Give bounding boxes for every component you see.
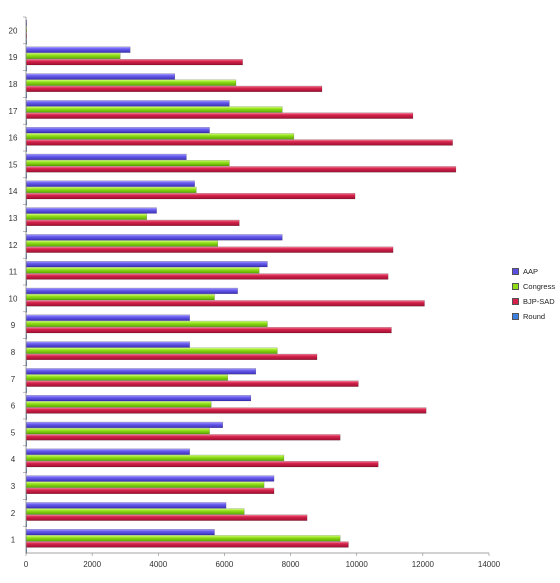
bar-congress-round-18: [25, 79, 237, 86]
bar-congress-round-17: [25, 106, 283, 113]
legend-item-round: Round: [512, 309, 560, 324]
bar-aap-round-3: [25, 475, 275, 482]
bar-congress-round-11: [25, 267, 260, 274]
legend-swatch: [512, 298, 519, 305]
legend-swatch: [512, 283, 519, 290]
bar-bjp-sad-round-4: [25, 461, 379, 468]
y-tick-label: 12: [9, 241, 18, 250]
y-tick-label: 18: [9, 80, 18, 89]
legend-item-congress: Congress: [512, 279, 560, 294]
y-tick-label: 17: [9, 107, 18, 116]
legend-label: AAP: [523, 267, 539, 276]
bar-aap-round-15: [25, 153, 187, 161]
bar-bjp-sad-round-18: [25, 85, 323, 93]
x-tick-label: 4000: [149, 560, 167, 569]
x-tick-label: 14000: [478, 560, 501, 569]
bar-aap-round-10: [25, 287, 238, 295]
bar-bjp-sad-round-7: [25, 380, 359, 387]
bar-aap-round-13: [25, 207, 157, 214]
bar-congress-round-10: [25, 294, 215, 301]
bar-aap-round-19: [25, 46, 131, 53]
bar-congress-round-15: [25, 159, 230, 167]
legend-item-aap: AAP: [512, 264, 560, 279]
bar-bjp-sad-round-13: [25, 219, 240, 227]
bar-aap-round-14: [25, 180, 195, 187]
bar-aap-round-2: [25, 502, 227, 509]
bar-aap-round-12: [25, 234, 283, 241]
bar-congress-round-2: [25, 508, 245, 515]
bar-bjp-sad-round-8: [25, 353, 318, 361]
y-tick-label: 7: [11, 375, 16, 384]
bar-aap-round-1: [25, 529, 215, 536]
bar-bjp-sad-round-10: [25, 300, 425, 307]
bar-congress-round-19: [25, 52, 121, 60]
x-tick-label: 8000: [282, 560, 300, 569]
bar-congress-round-3: [25, 481, 265, 488]
bar-congress-round-1: [25, 535, 341, 542]
legend-swatch: [512, 268, 519, 275]
bar-aap-round-18: [25, 73, 176, 80]
y-tick-label: 8: [11, 348, 16, 357]
bar-aap-round-7: [25, 368, 257, 375]
bar-bjp-sad-round-15: [25, 166, 457, 173]
bar-aap-round-4: [25, 448, 190, 455]
bar-bjp-sad-round-2: [25, 514, 308, 521]
bar-congress-round-7: [25, 374, 228, 381]
bar-congress-round-4: [25, 454, 285, 462]
bar-bjp-sad-round-14: [25, 192, 356, 200]
y-tick-label: 2: [11, 509, 16, 518]
bar-bjp-sad-round-11: [25, 273, 389, 280]
bar-bjp-sad-round-6: [25, 407, 427, 414]
bar-congress-round-6: [25, 401, 212, 408]
bar-congress-round-12: [25, 240, 219, 247]
bar-bjp-sad-round-3: [25, 487, 275, 495]
legend: AAP Congress BJP-SAD Round: [512, 264, 560, 324]
x-tick-label: 6000: [216, 560, 234, 569]
bar-bjp-sad-round-16: [25, 139, 453, 146]
x-tick-label: 2000: [83, 560, 101, 569]
legend-label: Round: [523, 312, 546, 321]
y-tick-label: 9: [11, 321, 16, 330]
y-tick-label: 19: [9, 53, 18, 62]
y-tick-label: 15: [9, 160, 18, 169]
y-tick-label: 16: [9, 134, 18, 143]
bar-aap-round-17: [25, 100, 230, 107]
y-tick-label: 4: [11, 455, 16, 464]
x-tick-label: 12000: [412, 560, 435, 569]
bar-congress-round-5: [25, 428, 210, 435]
bar-aap-round-5: [25, 421, 223, 429]
bar-bjp-sad-round-19: [25, 59, 243, 66]
y-tick-label: 10: [9, 294, 18, 303]
y-tick-label: 13: [9, 214, 18, 223]
x-tick-label: 10000: [346, 560, 369, 569]
legend-label: BJP-SAD: [523, 297, 555, 306]
y-tick-label: 5: [11, 428, 16, 437]
bar-bjp-sad-round-9: [25, 327, 392, 334]
bar-bjp-sad-round-12: [25, 246, 394, 253]
y-tick-label: 14: [9, 187, 18, 196]
bar-congress-round-8: [25, 347, 278, 354]
bar-congress-round-16: [25, 133, 295, 140]
y-tick-label: 1: [11, 536, 16, 545]
legend-swatch: [512, 313, 519, 320]
y-tick-label: 6: [11, 402, 16, 411]
bar-bjp-sad-round-17: [25, 112, 414, 119]
x-tick-label: 0: [24, 560, 29, 569]
legend-item-bjp-sad: BJP-SAD: [512, 294, 560, 309]
bar-aap-round-9: [25, 314, 190, 321]
bar-aap-round-11: [25, 261, 268, 268]
bar-aap-round-8: [25, 341, 190, 348]
bar-aap-round-16: [25, 126, 210, 134]
y-tick-label: 11: [9, 268, 18, 277]
bar-aap-round-6: [25, 395, 252, 402]
bar-congress-round-9: [25, 320, 268, 328]
bar-congress-round-13: [25, 213, 147, 220]
bar-bjp-sad-round-5: [25, 434, 341, 441]
legend-label: Congress: [523, 282, 556, 291]
bar-bjp-sad-round-1: [25, 541, 349, 548]
bar-congress-round-14: [25, 186, 197, 194]
y-tick-label: 3: [11, 482, 16, 491]
y-tick-label: 20: [9, 26, 18, 35]
